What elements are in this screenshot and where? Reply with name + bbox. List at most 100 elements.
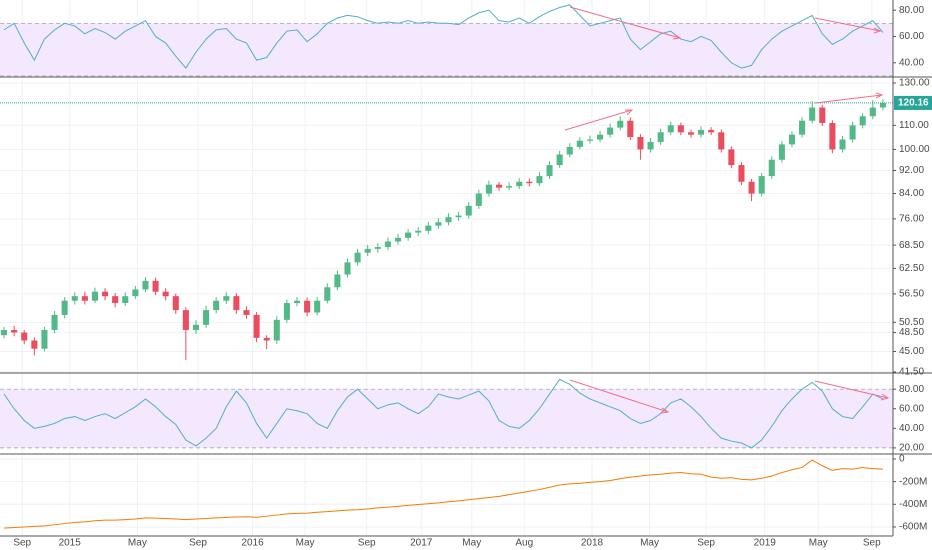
y-tick-label: 20.00 xyxy=(899,443,924,454)
candle-body xyxy=(1,329,8,336)
y-tick-label: 41.50 xyxy=(899,367,924,378)
candle-body xyxy=(566,146,573,155)
candle-body xyxy=(344,262,351,275)
candle-body xyxy=(364,248,371,253)
candle-body xyxy=(293,300,301,304)
arrow-head xyxy=(875,92,884,99)
candle-body xyxy=(829,123,836,150)
trend-line xyxy=(569,379,669,413)
indicator-line xyxy=(3,378,884,449)
candle-body xyxy=(112,296,119,304)
y-tick-label: -200M xyxy=(899,476,927,487)
candle-body xyxy=(51,314,58,330)
candle-body xyxy=(192,324,200,330)
candle-body xyxy=(819,107,826,124)
candle-body xyxy=(142,280,149,290)
candle-body xyxy=(334,274,341,288)
candle-body xyxy=(324,287,331,301)
candle-body xyxy=(21,332,28,341)
candle-body xyxy=(758,176,765,194)
x-tick-label: 2015 xyxy=(59,538,82,549)
arrow-head xyxy=(625,109,634,116)
candle-body xyxy=(698,129,705,135)
candle-body xyxy=(637,137,644,150)
last-price-tag xyxy=(894,95,932,110)
x-tick-label: May xyxy=(296,538,315,549)
candle-body xyxy=(859,116,866,126)
y-tick-label: 0 xyxy=(899,454,905,465)
candle-body xyxy=(283,303,290,320)
y-tick-label: 40.00 xyxy=(899,423,924,434)
candle-body xyxy=(162,291,169,297)
candle-body xyxy=(152,280,159,292)
x-tick-label: Sep xyxy=(358,538,376,549)
y-tick-label: 56.50 xyxy=(899,289,924,300)
trend-line xyxy=(564,109,633,131)
candle-body xyxy=(425,225,432,231)
trend-line xyxy=(814,17,881,32)
candle-body xyxy=(213,300,220,311)
y-tick-label: 84.00 xyxy=(899,188,924,199)
candle-body xyxy=(809,107,816,121)
candle-body xyxy=(657,132,664,142)
y-tick-label: 130.00 xyxy=(899,78,930,89)
x-tick-label: Aug xyxy=(515,538,533,549)
y-tick-label: 48.50 xyxy=(899,327,924,338)
candle-body xyxy=(445,217,452,223)
candle-body xyxy=(132,289,139,297)
x-tick-label: May xyxy=(128,538,147,549)
candle-body xyxy=(304,300,311,313)
candle-body xyxy=(263,337,270,341)
candle-body xyxy=(546,165,553,177)
candle-body xyxy=(607,127,614,135)
candle-body xyxy=(11,329,18,333)
candle-body xyxy=(405,232,412,238)
candle-body xyxy=(728,149,735,166)
trend-line xyxy=(814,380,889,399)
x-tick-label: Sep xyxy=(697,538,715,549)
x-tick-label: 2019 xyxy=(754,538,777,549)
candle-body xyxy=(71,296,78,301)
panel-borders xyxy=(0,0,932,537)
y-tick-label: -400M xyxy=(899,499,927,510)
candle-body xyxy=(495,184,503,188)
candle-body xyxy=(465,205,472,216)
candle-body xyxy=(647,141,654,150)
candle-body xyxy=(677,125,684,133)
candle-body xyxy=(273,319,280,341)
candle-body xyxy=(617,120,624,128)
candle-body xyxy=(526,181,533,184)
candle-body xyxy=(435,222,442,226)
candle-body xyxy=(556,154,563,166)
indicator-line xyxy=(3,4,884,69)
x-tick-label: May xyxy=(809,538,828,549)
candle-body xyxy=(223,296,230,301)
candle-body xyxy=(41,329,48,349)
candle-body xyxy=(81,296,88,301)
candle-body xyxy=(91,291,98,301)
candle-body xyxy=(586,139,593,141)
candle-body xyxy=(748,181,755,194)
candle-body xyxy=(687,132,694,135)
candle-body xyxy=(597,134,604,140)
x-tick-label: Sep xyxy=(189,538,207,549)
candle-body xyxy=(61,300,68,315)
y-tick-label: 40.00 xyxy=(899,57,924,68)
y-tick-label: 100.00 xyxy=(899,144,930,155)
candle-body xyxy=(879,102,886,108)
last-price-label: 120.16 xyxy=(898,98,929,109)
x-tick-label: May xyxy=(640,538,659,549)
candle-body xyxy=(536,176,543,184)
y-tick-label: 62.50 xyxy=(899,263,924,274)
arrow-head xyxy=(873,27,882,34)
candle-body xyxy=(354,252,361,263)
candle-body xyxy=(253,314,260,338)
y-tick-label: -600M xyxy=(899,522,927,533)
candle-body xyxy=(394,237,402,242)
candle-body xyxy=(839,139,846,150)
arrow-head xyxy=(880,393,890,401)
candle-body xyxy=(122,296,129,304)
x-tick-label: Sep xyxy=(863,538,881,549)
candle-body xyxy=(31,340,38,349)
